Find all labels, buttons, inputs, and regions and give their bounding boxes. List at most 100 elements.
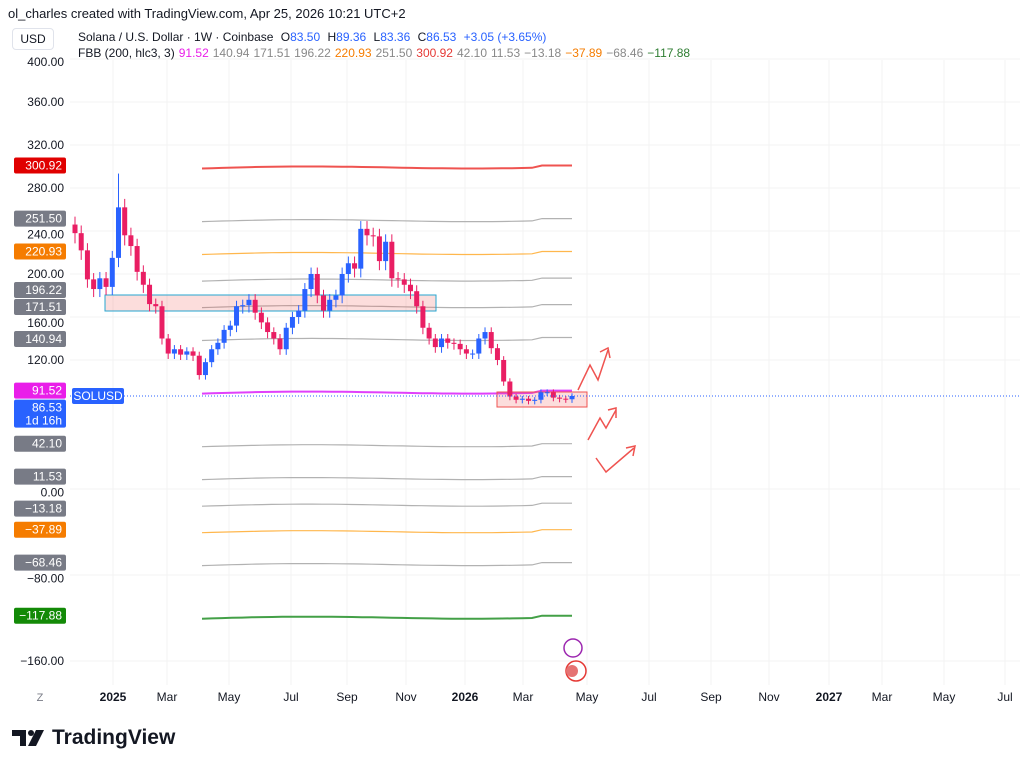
indicator-value: 220.93: [334, 46, 372, 60]
candle-body: [432, 338, 438, 348]
candle-body: [557, 397, 563, 399]
close-label: C: [417, 30, 427, 44]
symbol-legend: Solana / U.S. Dollar · 1W · Coinbase O83…: [78, 30, 546, 44]
candle-body: [78, 233, 84, 251]
candle-body: [376, 236, 382, 262]
candle-body: [370, 235, 376, 237]
zoom-reset-button[interactable]: Z: [37, 692, 44, 704]
last-price-text: 86.53: [32, 401, 62, 415]
indicator-value: 11.53: [491, 46, 521, 60]
drawn-arrow: [595, 447, 635, 474]
candle-body: [451, 342, 457, 344]
candle-body: [463, 349, 469, 354]
candle-body: [327, 299, 333, 311]
candle-body: [358, 228, 364, 269]
low-label: L: [373, 30, 381, 44]
candle-body: [333, 295, 339, 300]
fbb-band-line: [201, 164, 572, 170]
tradingview-logo: TradingView: [12, 726, 175, 750]
band-price-label: [14, 331, 66, 347]
candle-body: [221, 329, 227, 343]
candle-body: [414, 291, 420, 307]
time-axis-label: Mar: [157, 690, 178, 704]
symbol-tag-text: SOLUSD: [73, 389, 123, 403]
candle-body: [296, 310, 302, 317]
band-price-label: [14, 382, 66, 399]
candle-body: [532, 399, 538, 401]
time-axis-label: May: [933, 690, 956, 704]
fbb-band-line: [201, 218, 572, 223]
fbb-band-line: [201, 443, 572, 448]
band-price-label: [14, 607, 66, 624]
candle-body: [389, 241, 395, 279]
candle-body: [128, 235, 134, 247]
candle-body: [519, 398, 525, 400]
candle-body: [258, 312, 264, 323]
candle-body: [494, 348, 500, 360]
chart-credit: ol_charles created with TradingView.com,…: [8, 6, 406, 21]
indicator-value: 91.52: [178, 46, 209, 60]
indicator-value: 42.10: [456, 46, 487, 60]
band-price-label-text: 300.92: [25, 159, 62, 173]
candle-body: [103, 278, 109, 287]
time-axis-label: May: [218, 690, 241, 704]
band-price-label-text: 11.53: [33, 470, 62, 484]
candle-body: [439, 338, 445, 348]
band-price-label: [14, 243, 66, 260]
time-axis-label: Sep: [336, 690, 358, 704]
indicator-value: 171.51: [253, 46, 291, 60]
band-price-label: [14, 521, 66, 538]
currency-button[interactable]: USD: [12, 28, 54, 50]
price-axis-label: 320.00: [27, 138, 64, 152]
band-price-label-text: 196.22: [25, 283, 62, 297]
time-axis-label: 2026: [452, 690, 479, 704]
band-price-label-text: −68.46: [25, 556, 62, 570]
high-value: 89.36: [336, 30, 367, 44]
time-axis-label: Jul: [641, 690, 656, 704]
time-axis-label: Mar: [872, 690, 893, 704]
time-axis-label: 2025: [100, 690, 127, 704]
indicator-value: −13.18: [524, 46, 562, 60]
drawn-arrow: [577, 349, 609, 391]
candle-body: [302, 289, 308, 311]
price-axis-label: 120.00: [27, 353, 64, 367]
candle-body: [171, 349, 177, 354]
price-axis-label: 0.00: [41, 486, 65, 500]
candle-body: [147, 284, 153, 305]
open-label: O: [280, 30, 291, 44]
fbb-band-line: [201, 502, 572, 507]
candle-body: [202, 362, 208, 376]
candle-body: [526, 398, 532, 401]
candle-body: [72, 224, 78, 234]
price-axis-label: −160.00: [20, 654, 64, 668]
candle-body: [209, 349, 215, 363]
candle-body: [308, 274, 314, 290]
candle-body: [196, 355, 202, 376]
candle-body: [178, 349, 184, 355]
band-price-label: [14, 468, 66, 485]
fbb-band-line: [201, 614, 572, 620]
symbol-tag: [72, 387, 124, 404]
candle-body: [364, 228, 370, 236]
tradingview-logo-icon: [12, 730, 44, 746]
indicator-legend: FBB (200, hlc3, 3) 91.52 140.94 171.51 196.2…: [78, 46, 690, 60]
indicator-value: 300.92: [416, 46, 453, 60]
candle-body: [140, 271, 146, 285]
candle-body: [507, 381, 513, 397]
candle-body: [538, 392, 544, 400]
band-price-label-text: 251.50: [25, 212, 62, 226]
band-price-label-text: −117.88: [19, 609, 62, 623]
band-price-label-text: −13.18: [25, 502, 62, 516]
low-value: 83.36: [380, 30, 411, 44]
candle-body: [544, 392, 550, 394]
band-price-label-text: −37.89: [25, 523, 62, 537]
time-axis: [0, 685, 1024, 710]
candle-body: [345, 263, 351, 274]
candle-body: [501, 360, 507, 382]
price-axis-label: 400.00: [27, 55, 64, 69]
candle-body: [252, 299, 258, 313]
band-price-label-text: 171.51: [25, 300, 62, 314]
time-axis-label: Sep: [700, 690, 722, 704]
candle-body: [184, 351, 190, 355]
